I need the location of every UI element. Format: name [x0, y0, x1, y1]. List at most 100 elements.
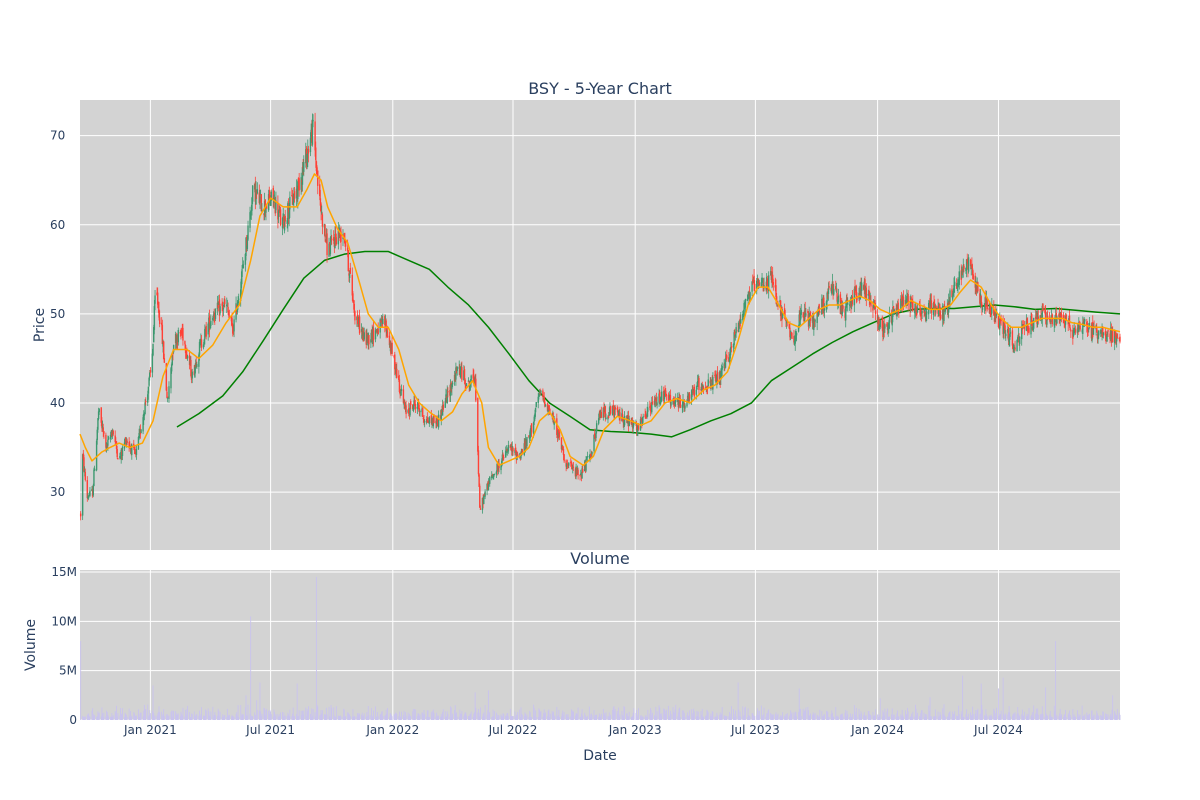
volume-bar — [236, 712, 238, 720]
volume-bar — [863, 715, 865, 720]
volume-bar — [830, 714, 832, 720]
candlestick — [483, 494, 485, 505]
volume-bar — [357, 713, 359, 720]
volume-bar — [697, 715, 699, 720]
volume-bar — [588, 706, 590, 720]
volume-bar — [679, 716, 681, 720]
candlestick — [97, 418, 99, 433]
volume-bar — [402, 714, 404, 720]
volume-bar — [656, 711, 658, 720]
candlestick — [147, 386, 150, 400]
volume-bar — [1114, 713, 1116, 720]
volume-bar — [159, 712, 161, 720]
volume-bar — [660, 715, 662, 720]
volume-bar — [604, 713, 606, 720]
volume-bar — [800, 708, 802, 720]
volume-bar — [990, 715, 991, 720]
volume-bar — [391, 716, 393, 720]
volume-bar — [921, 710, 923, 720]
volume-bar — [167, 714, 169, 720]
volume-bar — [357, 713, 359, 720]
volume-bar — [426, 710, 428, 720]
volume-bar — [948, 713, 950, 720]
volume-bar — [500, 714, 502, 720]
volume-bar — [1056, 714, 1058, 720]
candlestick — [819, 310, 821, 315]
volume-bar — [368, 715, 370, 720]
volume-bar — [124, 712, 126, 720]
candlestick — [200, 334, 203, 351]
candlestick — [354, 310, 356, 325]
volume-bar — [642, 716, 644, 720]
volume-bar — [389, 712, 391, 720]
volume-bar — [929, 697, 931, 720]
volume-bar — [577, 707, 579, 720]
volume-y-tick-label: 10M — [51, 614, 77, 628]
volume-bar — [1021, 714, 1023, 720]
volume-bar — [887, 708, 889, 720]
candlestick — [224, 295, 226, 308]
volume-bar — [495, 712, 497, 720]
volume-bar — [626, 713, 628, 720]
volume-bar — [998, 715, 1000, 720]
volume-bar — [627, 716, 629, 720]
volume-bar — [711, 716, 713, 720]
volume-bar — [847, 714, 849, 720]
volume-bar — [251, 716, 253, 720]
volume-bar — [446, 716, 448, 720]
volume-bar — [219, 715, 220, 720]
volume-bar — [738, 709, 740, 720]
volume-bar — [798, 711, 800, 720]
volume-bar — [571, 711, 573, 720]
volume-bar — [665, 709, 667, 720]
volume-bar — [208, 711, 210, 720]
volume-bar — [967, 717, 969, 720]
volume-bar — [878, 714, 880, 720]
candlestick — [400, 384, 403, 396]
volume-bar — [416, 715, 418, 720]
volume-bar — [652, 712, 653, 720]
volume-bar — [649, 713, 651, 720]
volume-bar — [502, 713, 504, 720]
volume-bar — [539, 709, 541, 720]
volume-bar — [210, 711, 212, 720]
volume-bar — [835, 707, 837, 720]
volume-bar — [893, 714, 894, 720]
volume-bar — [497, 715, 499, 720]
candlestick — [558, 429, 561, 441]
volume-bar — [818, 716, 820, 720]
volume-bar — [1093, 714, 1095, 720]
volume-bar — [224, 715, 226, 720]
volume-bar — [103, 712, 105, 720]
volume-bar — [520, 707, 522, 720]
volume-bar — [1112, 695, 1114, 720]
volume-bar — [729, 712, 730, 720]
volume-bar — [331, 707, 333, 720]
candlestick — [281, 216, 284, 236]
volume-bar — [1077, 716, 1079, 720]
candlestick — [897, 298, 899, 315]
volume-bar — [570, 716, 572, 720]
price-y-tick-label: 30 — [50, 485, 65, 499]
volume-bar — [951, 716, 953, 720]
volume-bar — [1023, 715, 1025, 720]
volume-bar — [493, 716, 495, 720]
volume-bar — [329, 716, 331, 720]
volume-bar — [246, 715, 248, 720]
volume-bar — [763, 707, 765, 720]
candlestick — [679, 395, 682, 409]
volume-bar — [106, 710, 108, 720]
candlestick — [665, 393, 668, 401]
volume-bar — [436, 716, 438, 720]
volume-bar — [516, 714, 518, 720]
volume-bar — [672, 707, 674, 720]
candlestick — [582, 465, 584, 473]
volume-bar — [707, 710, 709, 720]
volume-bar — [219, 711, 221, 720]
candlestick — [219, 303, 221, 316]
volume-bar — [600, 713, 602, 720]
volume-bar — [1063, 714, 1065, 720]
volume-bar — [790, 710, 792, 720]
volume-bar — [582, 715, 584, 720]
volume-bar — [585, 716, 587, 720]
